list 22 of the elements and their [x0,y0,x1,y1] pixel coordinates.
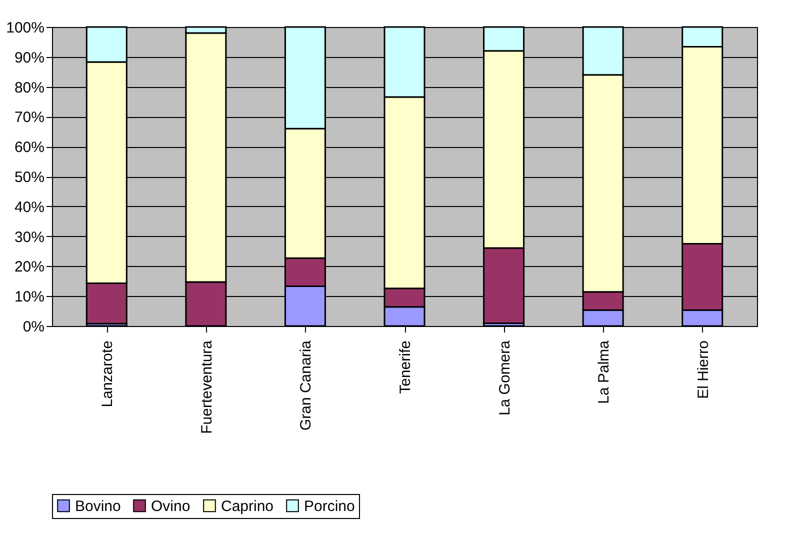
x-tick-label: Lanzarote [99,340,116,408]
y-tick-label: 30% [14,228,44,246]
y-tick-label: 70% [14,109,44,126]
y-tick-label: 20% [14,258,44,276]
y-tick-label: 40% [14,198,44,216]
y-tick-label: 0% [22,318,44,336]
x-tick-label: Tenerife [397,340,414,394]
y-tick-label: 60% [14,139,44,156]
legend-label: Porcino [304,498,355,515]
y-tick-label: 90% [14,49,44,66]
y-tick-label: 100% [6,20,44,36]
x-tick-label: Gran Canaria [298,340,315,431]
x-tick-label: Fuerteventura [198,340,216,434]
y-tick-label: 50% [14,169,44,186]
legend-label: Bovino [75,498,121,515]
y-tick-label: 80% [14,79,44,96]
legend-label: Caprino [221,498,274,515]
x-tick-label: La Gomera [496,340,514,416]
x-tick-label: El Hierro [694,340,712,399]
x-tick-label: La Palma [596,340,613,404]
y-tick-label: 10% [14,288,44,306]
legend-label: Ovino [151,498,190,515]
